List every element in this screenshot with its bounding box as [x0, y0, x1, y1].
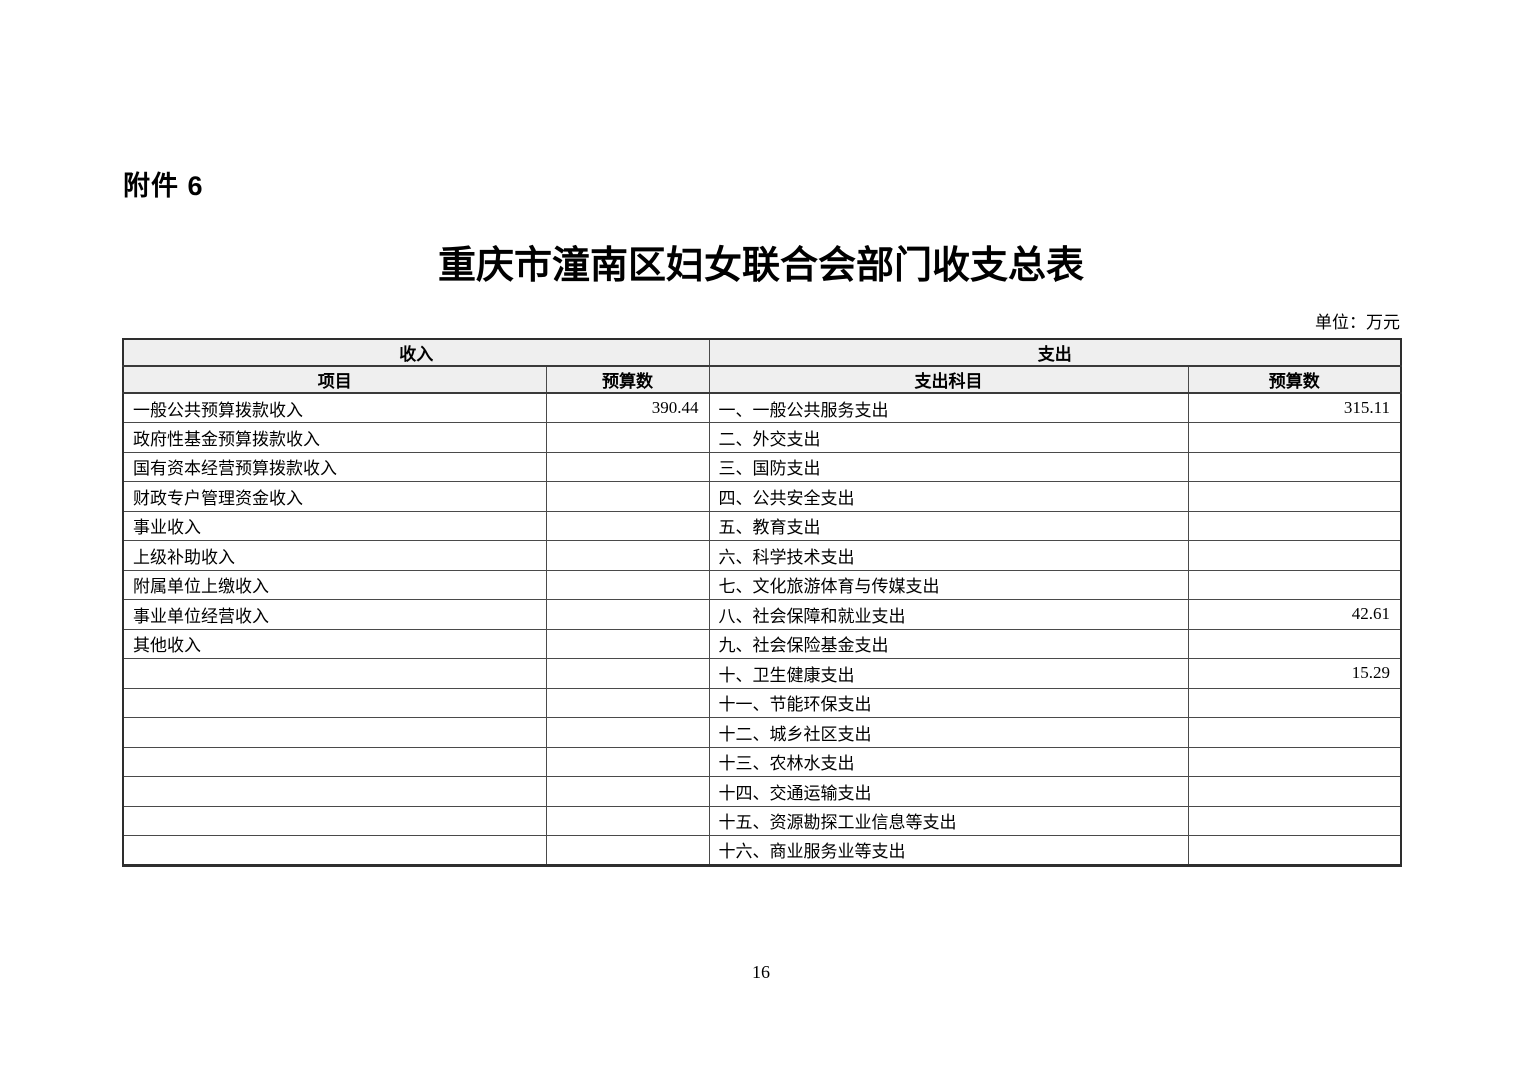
revenue-item-cell: [122, 776, 547, 807]
table-row: 十三、农林水支出: [122, 746, 1402, 777]
revenue-budget-cell: [545, 687, 710, 718]
expenditure-item-cell: 十一、节能环保支出: [708, 687, 1189, 718]
revenue-item-cell: [122, 835, 547, 866]
revenue-item-cell: 上级补助收入: [122, 540, 547, 571]
expenditure-budget-cell: [1187, 687, 1402, 718]
revenue-item-cell: 一般公共预算拨款收入: [122, 392, 547, 423]
page-title: 重庆市潼南区妇女联合会部门收支总表: [437, 245, 1084, 287]
revenue-item-cell: [122, 746, 547, 777]
revenue-item-cell: 财政专户管理资金收入: [122, 481, 547, 512]
revenue-item-cell: 政府性基金预算拨款收入: [122, 422, 547, 453]
table-header: 收入 支出 项目 预算数 支出科目 预算数: [122, 338, 1402, 394]
table-row: 事业单位经营收入 八、社会保障和就业支出 42.61: [122, 599, 1402, 630]
table-row: 十四、交通运输支出: [122, 776, 1402, 807]
revenue-item-cell: 附属单位上缴收入: [122, 569, 547, 600]
expenditure-item-cell: 十四、交通运输支出: [708, 776, 1189, 807]
revenue-budget-cell: [545, 835, 710, 866]
expenditure-budget-cell: [1187, 510, 1402, 541]
table-row: 十二、城乡社区支出: [122, 717, 1402, 748]
revenue-budget-cell: [545, 746, 710, 777]
expenditure-budget-cell: [1187, 805, 1402, 836]
table-row: 十六、商业服务业等支出: [122, 835, 1402, 866]
revenue-budget-cell: [545, 717, 710, 748]
table-row: 十一、节能环保支出: [122, 687, 1402, 718]
table-row: 一般公共预算拨款收入 390.44 一、一般公共服务支出 315.11: [122, 392, 1402, 423]
expenditure-budget-cell: [1187, 746, 1402, 777]
expenditure-item-cell: 一、一般公共服务支出: [708, 392, 1189, 423]
expenditure-budget-cell: [1187, 835, 1402, 866]
revenue-budget-cell: [545, 599, 710, 630]
table-row: 事业收入 五、教育支出: [122, 510, 1402, 541]
revenue-budget-cell: [545, 658, 710, 689]
revenue-budget-cell: [545, 569, 710, 600]
expenditure-budget-cell: 42.61: [1187, 599, 1402, 630]
table-row: 财政专户管理资金收入 四、公共安全支出: [122, 481, 1402, 512]
attachment-label: 附件 6: [123, 171, 204, 201]
table-row: 附属单位上缴收入 七、文化旅游体育与传媒支出: [122, 569, 1402, 600]
expenditure-item-cell: 十五、资源勘探工业信息等支出: [708, 805, 1189, 836]
unit-note: 单位：万元: [1315, 313, 1400, 332]
expenditure-budget-cell: [1187, 628, 1402, 659]
expenditure-item-cell: 八、社会保障和就业支出: [708, 599, 1189, 630]
revenue-budget-cell: 390.44: [545, 392, 710, 423]
expenditure-budget-cell: [1187, 776, 1402, 807]
expenditure-item-cell: 五、教育支出: [708, 510, 1189, 541]
revenue-budget-cell: [545, 481, 710, 512]
revenue-item-cell: [122, 717, 547, 748]
expenditure-item-cell: 十二、城乡社区支出: [708, 717, 1189, 748]
revenue-budget-cell: [545, 628, 710, 659]
table-row: 其他收入 九、社会保险基金支出: [122, 628, 1402, 659]
revenue-section-header: 收入: [122, 338, 710, 367]
expenditure-budget-cell: [1187, 569, 1402, 600]
expenditure-item-cell: 十、卫生健康支出: [708, 658, 1189, 689]
section-header-row: 收入 支出: [122, 338, 1402, 367]
revenue-budget-cell: [545, 510, 710, 541]
table-row: 十五、资源勘探工业信息等支出: [122, 805, 1402, 836]
expenditure-item-cell: 七、文化旅游体育与传媒支出: [708, 569, 1189, 600]
expenditure-item-column-header: 支出科目: [708, 365, 1189, 394]
expenditure-item-cell: 九、社会保险基金支出: [708, 628, 1189, 659]
revenue-budget-cell: [545, 422, 710, 453]
expenditure-item-cell: 二、外交支出: [708, 422, 1189, 453]
page-number: 16: [752, 962, 770, 982]
expenditure-budget-cell: [1187, 422, 1402, 453]
table-row: 政府性基金预算拨款收入 二、外交支出: [122, 422, 1402, 453]
expenditure-budget-cell: [1187, 481, 1402, 512]
expenditure-budget-cell: [1187, 451, 1402, 482]
revenue-budget-cell: [545, 451, 710, 482]
revenue-budget-column-header: 预算数: [545, 365, 710, 394]
expenditure-item-cell: 六、科学技术支出: [708, 540, 1189, 571]
revenue-item-cell: [122, 805, 547, 836]
expenditure-budget-cell: [1187, 540, 1402, 571]
revenue-item-column-header: 项目: [122, 365, 547, 394]
revenue-item-cell: [122, 658, 547, 689]
table-row: 十、卫生健康支出 15.29: [122, 658, 1402, 689]
table-body: 一般公共预算拨款收入 390.44 一、一般公共服务支出 315.11 政府性基金预算拨…: [122, 392, 1402, 866]
revenue-item-cell: 事业收入: [122, 510, 547, 541]
expenditure-item-cell: 三、国防支出: [708, 451, 1189, 482]
table-row: 上级补助收入 六、科学技术支出: [122, 540, 1402, 571]
revenue-item-cell: 国有资本经营预算拨款收入: [122, 451, 547, 482]
expenditure-budget-column-header: 预算数: [1187, 365, 1402, 394]
budget-table: 收入 支出 项目 预算数 支出科目 预算数 一般公共预算拨款收入 390.44 一、…: [122, 338, 1402, 867]
expenditure-section-header: 支出: [708, 338, 1402, 367]
revenue-budget-cell: [545, 776, 710, 807]
revenue-budget-cell: [545, 540, 710, 571]
expenditure-budget-cell: [1187, 717, 1402, 748]
expenditure-item-cell: 十六、商业服务业等支出: [708, 835, 1189, 866]
expenditure-budget-cell: 315.11: [1187, 392, 1402, 423]
expenditure-item-cell: 十三、农林水支出: [708, 746, 1189, 777]
revenue-item-cell: 事业单位经营收入: [122, 599, 547, 630]
revenue-item-cell: [122, 687, 547, 718]
revenue-item-cell: 其他收入: [122, 628, 547, 659]
revenue-budget-cell: [545, 805, 710, 836]
expenditure-item-cell: 四、公共安全支出: [708, 481, 1189, 512]
table-row: 国有资本经营预算拨款收入 三、国防支出: [122, 451, 1402, 482]
expenditure-budget-cell: 15.29: [1187, 658, 1402, 689]
column-header-row: 项目 预算数 支出科目 预算数: [122, 365, 1402, 394]
